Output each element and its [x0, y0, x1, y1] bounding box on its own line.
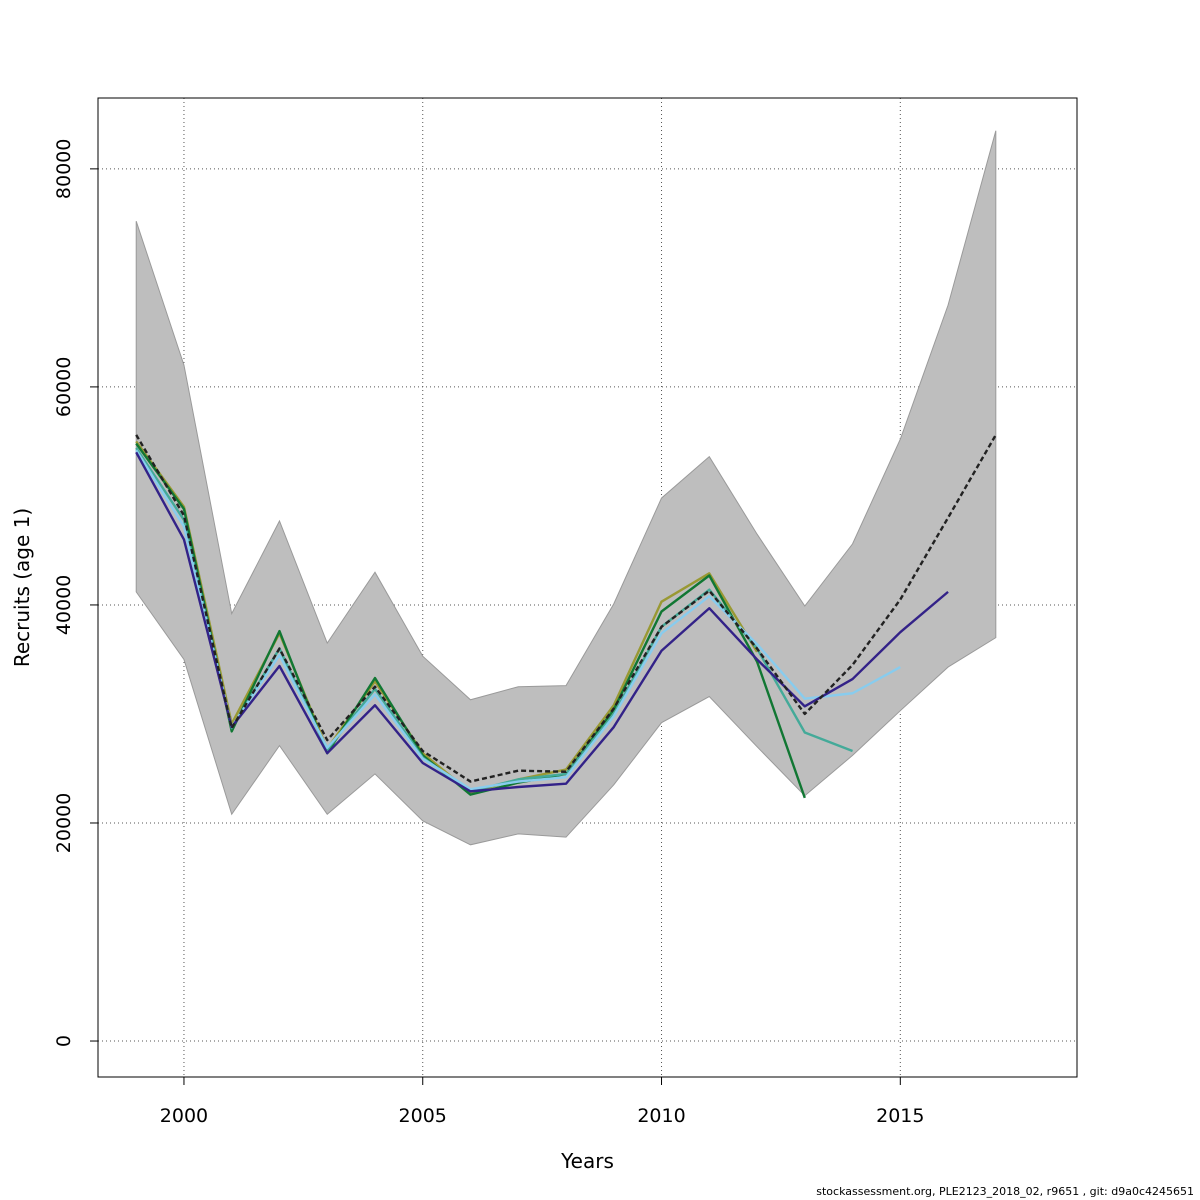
x-tick-label-2000: 2000 — [160, 1105, 208, 1127]
x-axis-title: Years — [560, 1149, 614, 1173]
series-line-2 — [135, 451, 949, 793]
y-tick-label-80000: 80000 — [53, 139, 75, 199]
series-line-1 — [135, 434, 997, 783]
x-axis: 2000 2005 2010 2015 — [160, 1076, 924, 1127]
confidence-band-area — [135, 130, 997, 846]
x-tick-label-2005: 2005 — [399, 1105, 447, 1127]
x-tick-label-2015: 2015 — [876, 1105, 924, 1127]
y-tick-label-40000: 40000 — [53, 575, 75, 635]
footer-credit: stockassessment.org, PLE2123_2018_02, r9… — [816, 1185, 1194, 1198]
y-axis-title: Recruits (age 1) — [10, 508, 34, 667]
series-line-3 — [135, 449, 901, 791]
x-tick-label-2010: 2010 — [637, 1105, 685, 1127]
y-tick-label-0: 0 — [53, 1035, 75, 1047]
y-axis: 0 20000 40000 60000 80000 — [53, 139, 99, 1047]
y-tick-label-20000: 20000 — [53, 793, 75, 853]
series-line-5 — [135, 442, 806, 799]
y-tick-label-60000: 60000 — [53, 357, 75, 417]
series-lines — [135, 434, 997, 799]
confidence-band — [135, 130, 997, 846]
